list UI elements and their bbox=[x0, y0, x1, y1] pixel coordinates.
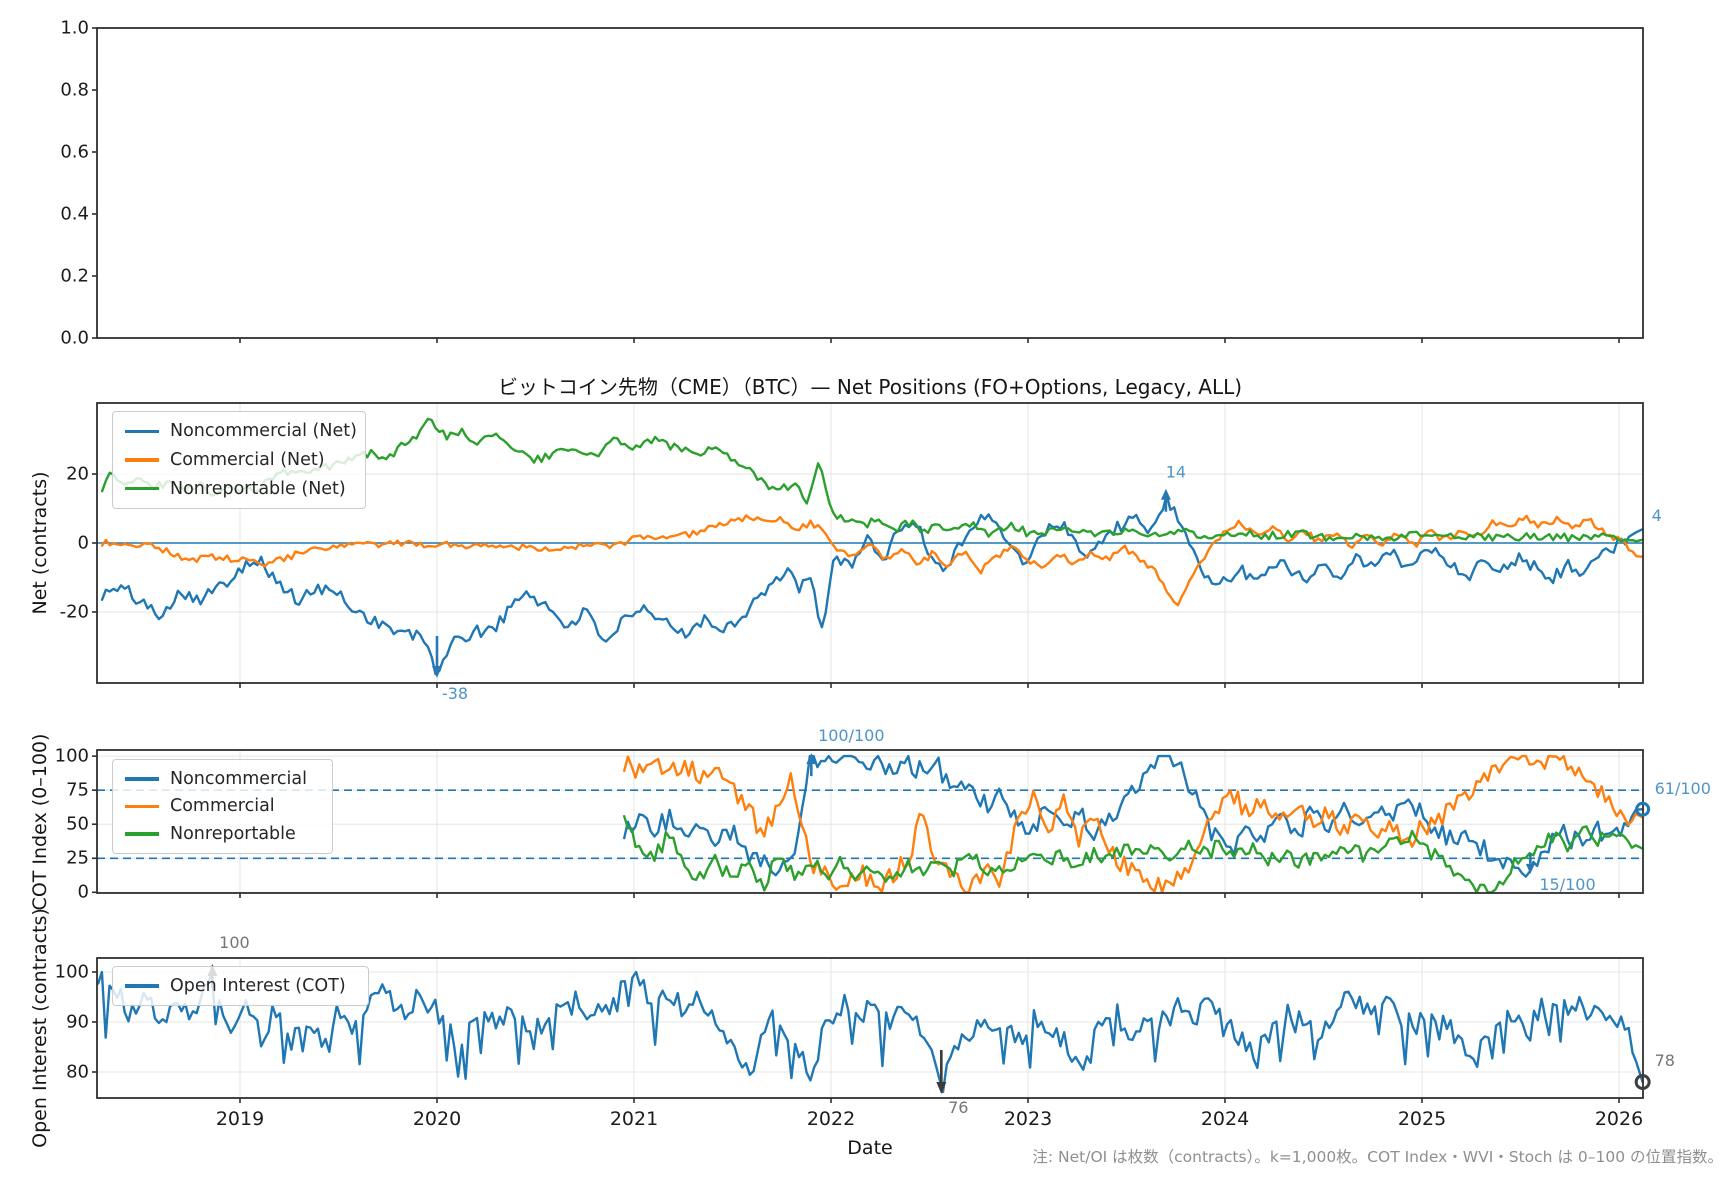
legend-line-swatch bbox=[125, 984, 159, 988]
legend-item: Noncommercial (Net) bbox=[125, 421, 357, 441]
x-tick-label: 2021 bbox=[609, 1108, 659, 1130]
legend-line-swatch bbox=[125, 832, 159, 836]
y-tick-label: 0.0 bbox=[60, 327, 89, 349]
x-tick-label: 2026 bbox=[1594, 1108, 1644, 1130]
series-line-noncommercial-net- bbox=[100, 493, 1644, 676]
y-tick-label: 0.8 bbox=[60, 79, 89, 101]
legend-line-swatch bbox=[125, 429, 159, 434]
legend-item: Commercial (Net) bbox=[125, 450, 353, 470]
legend-item: Open Interest (COT) bbox=[125, 976, 356, 996]
legend-line-swatch bbox=[125, 486, 159, 491]
y-tick-label: 0 bbox=[77, 532, 89, 554]
legend-label: Nonreportable (Net) bbox=[170, 478, 346, 499]
x-tick-label: 2020 bbox=[412, 1108, 462, 1130]
y-tick-label: 50 bbox=[66, 813, 89, 835]
legend-label: Open Interest (COT) bbox=[170, 976, 346, 996]
legend-label: Commercial bbox=[170, 796, 275, 817]
last-value-marker bbox=[1634, 1074, 1651, 1090]
chart-title: ビットコイン先物（CME）（BTC）— Net Positions (FO+Op… bbox=[497, 375, 1243, 399]
annotation-label-max: 100/100 bbox=[818, 726, 884, 745]
series-line-nonreportable bbox=[623, 815, 1644, 894]
series-line-open-interest-cot- bbox=[96, 970, 1644, 1094]
annotation-arrow-min bbox=[936, 1082, 947, 1094]
x-tick-label: 2019 bbox=[215, 1108, 265, 1130]
legend-item: Nonreportable bbox=[125, 824, 320, 844]
y-axis-label-net: Net (contracts) bbox=[29, 471, 51, 615]
x-tick-label: 2024 bbox=[1200, 1108, 1250, 1130]
annotation-label-last: 61/100 bbox=[1655, 779, 1711, 798]
y-tick-label: 0.4 bbox=[60, 203, 89, 225]
y-tick-label: 0 bbox=[77, 881, 89, 903]
legend: Noncommercial (Net) Commercial (Net) Nonre… bbox=[112, 411, 366, 509]
annotation-arrow-min bbox=[1525, 863, 1535, 874]
x-axis-label: Date bbox=[847, 1137, 893, 1159]
y-axis-label-cot-index: COT Index (0–100) bbox=[29, 733, 51, 910]
y-tick-label: 90 bbox=[66, 1011, 89, 1033]
legend-item: Commercial bbox=[125, 796, 320, 816]
y-tick-label: 0.6 bbox=[60, 141, 89, 163]
y-tick-label: 1.0 bbox=[60, 17, 89, 39]
panel-spine bbox=[96, 749, 1644, 894]
annotation-label-min: -38 bbox=[442, 684, 468, 703]
annotation-label-last: 78 bbox=[1655, 1051, 1675, 1070]
annotation-label-last: 4 bbox=[1652, 506, 1662, 525]
legend-item: Nonreportable (Net) bbox=[125, 479, 353, 499]
x-tick-label: 2025 bbox=[1397, 1108, 1447, 1130]
legend-label: Commercial (Net) bbox=[170, 449, 325, 470]
y-tick-label: 0.2 bbox=[60, 265, 89, 287]
legend-item: Noncommercial bbox=[125, 769, 320, 789]
legend-label: Noncommercial bbox=[170, 768, 307, 789]
annotation-arrow-max bbox=[806, 753, 817, 765]
annotation-label-min: 76 bbox=[948, 1098, 968, 1117]
y-tick-label: 100 bbox=[54, 745, 89, 767]
annotation-arrow-max bbox=[1160, 488, 1171, 500]
series-line-noncommercial bbox=[623, 754, 1644, 878]
x-tick-label: 2022 bbox=[806, 1108, 856, 1130]
panel-spine bbox=[96, 27, 1644, 339]
y-tick-label: 20 bbox=[66, 463, 89, 485]
series-line-commercial-net- bbox=[100, 514, 1644, 607]
y-tick-label: -20 bbox=[59, 601, 89, 623]
legend: Noncommercial Commercial Nonreportable bbox=[112, 759, 333, 854]
panel-spine bbox=[96, 957, 1644, 1099]
x-tick-label: 2023 bbox=[1003, 1108, 1053, 1130]
y-tick-label: 25 bbox=[66, 847, 89, 869]
last-value-marker bbox=[1635, 801, 1651, 817]
y-axis-label-open-interest: Open Interest (contracts) bbox=[29, 908, 51, 1148]
y-tick-label: 80 bbox=[66, 1061, 89, 1083]
y-tick-label: 75 bbox=[66, 779, 89, 801]
y-tick-label: 100 bbox=[54, 961, 89, 983]
annotation-arrow-min bbox=[432, 666, 442, 679]
annotation-label-max: 100 bbox=[219, 933, 250, 952]
legend: Open Interest (COT) bbox=[112, 966, 369, 1006]
footnote: 注: Net/OI は枚数（contracts）。k=1,000枚。COT In… bbox=[1032, 1148, 1723, 1166]
legend-line-swatch bbox=[125, 804, 159, 809]
annotation-label-min: 15/100 bbox=[1539, 875, 1595, 894]
legend-line-swatch bbox=[125, 777, 159, 781]
series-line-commercial bbox=[623, 754, 1644, 894]
legend-line-swatch bbox=[125, 458, 159, 462]
legend-label: Noncommercial (Net) bbox=[170, 421, 357, 442]
legend-label: Nonreportable bbox=[170, 824, 296, 845]
annotation-label-max: 14 bbox=[1166, 463, 1186, 482]
